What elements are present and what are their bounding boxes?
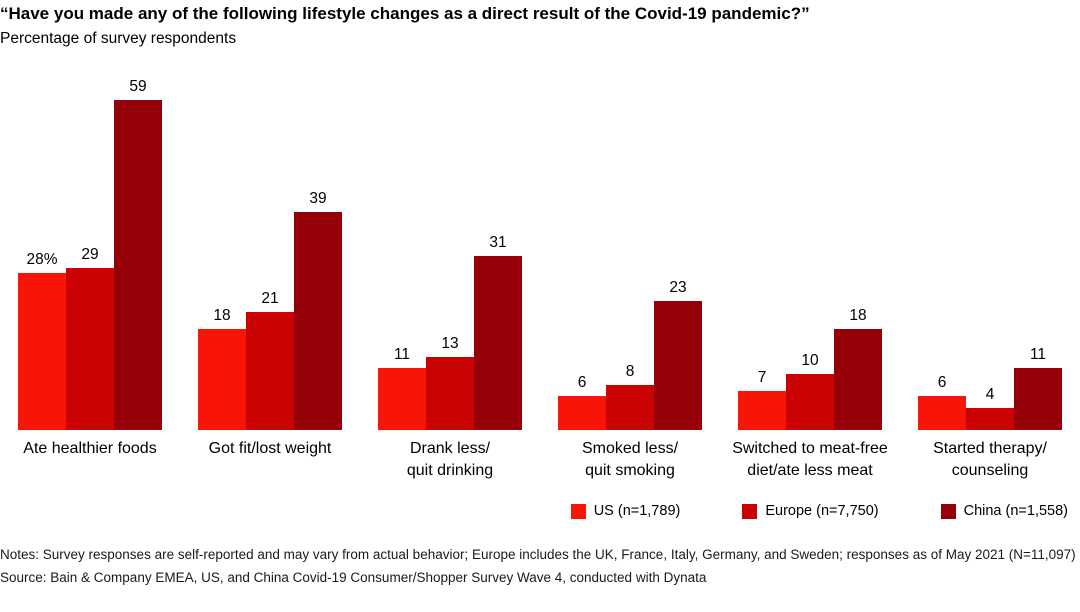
bar-column: 11 xyxy=(1014,346,1062,430)
bar xyxy=(966,407,1014,430)
bar-group: 18 21 39 xyxy=(180,72,360,430)
category-label: Smoked less/ quit smoking xyxy=(581,440,679,479)
bar xyxy=(918,396,966,430)
bar-column: 29 xyxy=(66,246,114,430)
bar xyxy=(378,368,426,430)
bar-value-label: 39 xyxy=(309,189,327,207)
bar xyxy=(114,99,162,430)
bar-value-label: 29 xyxy=(81,245,99,263)
legend-swatch-icon xyxy=(570,503,586,519)
bar-value-label: 7 xyxy=(757,368,767,386)
legend-item: US (n=1,789) xyxy=(570,503,681,519)
bar xyxy=(654,301,702,430)
bar-column: 10 xyxy=(786,352,834,430)
bar-column: 13 xyxy=(426,335,474,430)
legend-label: US (n=1,789) xyxy=(593,503,681,519)
bar-value-label: 6 xyxy=(937,374,947,392)
bar xyxy=(1014,368,1062,430)
bar xyxy=(738,390,786,430)
bar-value-label: 59 xyxy=(129,77,147,95)
bar-group: 11 13 31 xyxy=(360,72,540,430)
legend-swatch-icon xyxy=(940,503,956,519)
legend-label: Europe (n=7,750) xyxy=(765,503,879,519)
bar-column: 18 xyxy=(198,307,246,430)
bar-value-label: 18 xyxy=(849,307,867,325)
bar xyxy=(834,329,882,430)
bar-value-label: 21 xyxy=(261,290,279,308)
bar-column: 6 xyxy=(918,374,966,430)
bar-group: 6 8 23 xyxy=(540,72,720,430)
category-label: Switched to meat-free diet/ate less meat xyxy=(732,440,888,479)
bar-column: 59 xyxy=(114,78,162,430)
bar xyxy=(246,312,294,430)
bar xyxy=(474,256,522,430)
bar-value-label: 31 xyxy=(489,234,507,252)
bar xyxy=(426,357,474,430)
bar-column: 39 xyxy=(294,190,342,430)
footer: Notes: Survey responses are self-reporte… xyxy=(0,546,1078,587)
category-label: Ate healthier foods xyxy=(23,440,157,457)
chart-title: “Have you made any of the following life… xyxy=(0,4,810,23)
bar xyxy=(786,374,834,430)
bar-column: 23 xyxy=(654,279,702,430)
bar-value-label: 28% xyxy=(26,251,58,269)
bar-column: 28% xyxy=(18,251,66,430)
notes-text: Notes: Survey responses are self-reporte… xyxy=(0,547,1076,562)
bar-value-label: 6 xyxy=(577,374,587,392)
legend-swatch-icon xyxy=(742,503,758,519)
bar-value-label: 11 xyxy=(1029,346,1047,364)
bar-value-label: 10 xyxy=(801,352,819,369)
bar-value-label: 18 xyxy=(213,307,231,325)
bar xyxy=(198,329,246,430)
bar-value-label: 23 xyxy=(669,279,687,297)
bar-column: 18 xyxy=(834,307,882,430)
bar-column: 21 xyxy=(246,290,294,430)
bar-column: 31 xyxy=(474,234,522,430)
category-label: Drank less/ quit drinking xyxy=(406,440,494,479)
category-labels-row: Ate healthier foods Got fit/lost weight Dr… xyxy=(0,438,1080,481)
bar xyxy=(558,396,606,430)
bar-column: 4 xyxy=(966,386,1014,430)
bar-column: 8 xyxy=(606,363,654,430)
bar xyxy=(294,211,342,430)
bar-group: 6 4 11 xyxy=(900,72,1080,430)
category-label: Got fit/lost weight xyxy=(208,440,332,457)
legend: US (n=1,789) Europe (n=7,750) China (n=1,5… xyxy=(0,503,1080,519)
bar xyxy=(18,273,66,430)
bar-group: 28% 29 59 xyxy=(0,72,180,430)
bar xyxy=(606,385,654,430)
bar-column: 7 xyxy=(738,369,786,430)
bar-value-label: 13 xyxy=(441,335,459,353)
chart-subtitle: Percentage of survey respondents xyxy=(0,30,237,47)
bar-value-label: 8 xyxy=(625,363,635,381)
source-text: Source: Bain & Company EMEA, US, and Chi… xyxy=(0,569,707,585)
bar-value-label: 4 xyxy=(985,385,995,403)
legend-item: China (n=1,558) xyxy=(940,503,1068,519)
legend-item: Europe (n=7,750) xyxy=(742,503,879,519)
bar-column: 6 xyxy=(558,374,606,430)
bar-chart: 28% 29 59 18 21 39 11 13 31 6 8 23 7 10 18 6 4 11 xyxy=(0,72,1080,430)
bar-value-label: 11 xyxy=(393,346,411,364)
legend-label: China (n=1,558) xyxy=(963,503,1068,519)
bar xyxy=(66,267,114,430)
bar-column: 11 xyxy=(378,346,426,430)
bar-group: 7 10 18 xyxy=(720,72,900,430)
category-label: Started therapy/ counseling xyxy=(933,440,1047,479)
